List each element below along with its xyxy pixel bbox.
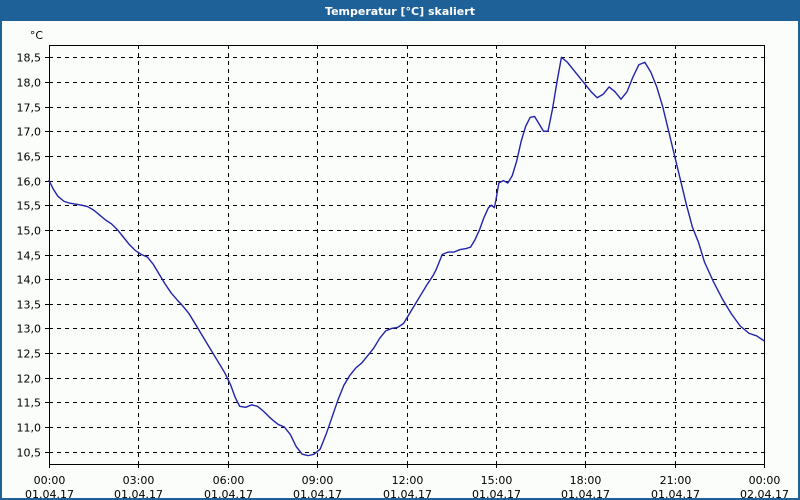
y-tick-label: 14,5 <box>17 250 42 263</box>
x-tick-time-label: 21:00 <box>660 474 692 487</box>
y-tick-label: 18,0 <box>17 77 42 90</box>
x-tick-date-label: 01.04.17 <box>561 488 610 498</box>
y-tick-label: 16,5 <box>17 151 42 164</box>
x-tick-date-label: 01.04.17 <box>651 488 700 498</box>
y-tick-label: 10,5 <box>17 447 42 460</box>
y-tick-label: 13,0 <box>17 323 42 336</box>
x-tick-date-label: 01.04.17 <box>293 488 342 498</box>
axis-frame <box>49 45 765 465</box>
y-axis-tick-labels: 18,5 18,0 17,5 17,0 16,5 16,0 15,5 15,0 14,5 14,0… <box>17 52 42 460</box>
y-axis-unit-label: °C <box>30 29 44 42</box>
x-tick-date-label: 01.04.17 <box>114 488 163 498</box>
y-tick-label: 11,0 <box>17 422 42 435</box>
window-title-bar: Temperatur [°C] skaliert <box>2 2 798 21</box>
y-tick-label: 18,5 <box>17 52 42 65</box>
y-tick-label: 15,0 <box>17 225 42 238</box>
grid-lines <box>49 45 764 464</box>
y-tick-label: 13,5 <box>17 299 42 312</box>
x-tick-date-label: 02.04.17 <box>740 488 789 498</box>
x-tick-time-label: 00:00 <box>34 474 66 487</box>
y-tick-label: 14,0 <box>17 274 42 287</box>
x-tick-time-label: 15:00 <box>481 474 513 487</box>
y-tick-label: 17,0 <box>17 126 42 139</box>
y-tick-label: 12,5 <box>17 348 42 361</box>
x-tick-date-label: 01.04.17 <box>25 488 74 498</box>
x-tick-time-label: 18:00 <box>570 474 602 487</box>
y-tick-label: 17,5 <box>17 102 42 115</box>
tick-marks <box>45 57 765 468</box>
data-series-group <box>48 56 765 457</box>
y-axis-unit-text: °C <box>30 29 44 42</box>
y-tick-label: 15,5 <box>17 200 42 213</box>
y-tick-label: 16,0 <box>17 176 42 189</box>
x-tick-date-label: 01.04.17 <box>383 488 432 498</box>
x-tick-time-label: 06:00 <box>213 474 245 487</box>
temperature-series-line <box>48 56 765 457</box>
temperature-line-chart: 18,5 18,0 17,5 17,0 16,5 16,0 15,5 15,0 14,5 14,0… <box>17 29 789 498</box>
window-title-text: Temperatur [°C] skaliert <box>325 5 475 18</box>
x-tick-time-label: 09:00 <box>302 474 334 487</box>
x-tick-time-label: 03:00 <box>123 474 155 487</box>
x-tick-time-label: 12:00 <box>392 474 424 487</box>
x-tick-date-label: 01.04.17 <box>204 488 253 498</box>
x-tick-time-label: 00:00 <box>749 474 781 487</box>
x-tick-date-label: 01.04.17 <box>472 488 521 498</box>
y-tick-label: 11,5 <box>17 397 42 410</box>
x-axis-tick-labels: 00:0001.04.1703:0001.04.1706:0001.04.170… <box>25 474 789 498</box>
y-tick-label: 12,0 <box>17 373 42 386</box>
chart-canvas-area: 18,5 18,0 17,5 17,0 16,5 16,0 15,5 15,0 14,5 14,0… <box>2 21 798 498</box>
